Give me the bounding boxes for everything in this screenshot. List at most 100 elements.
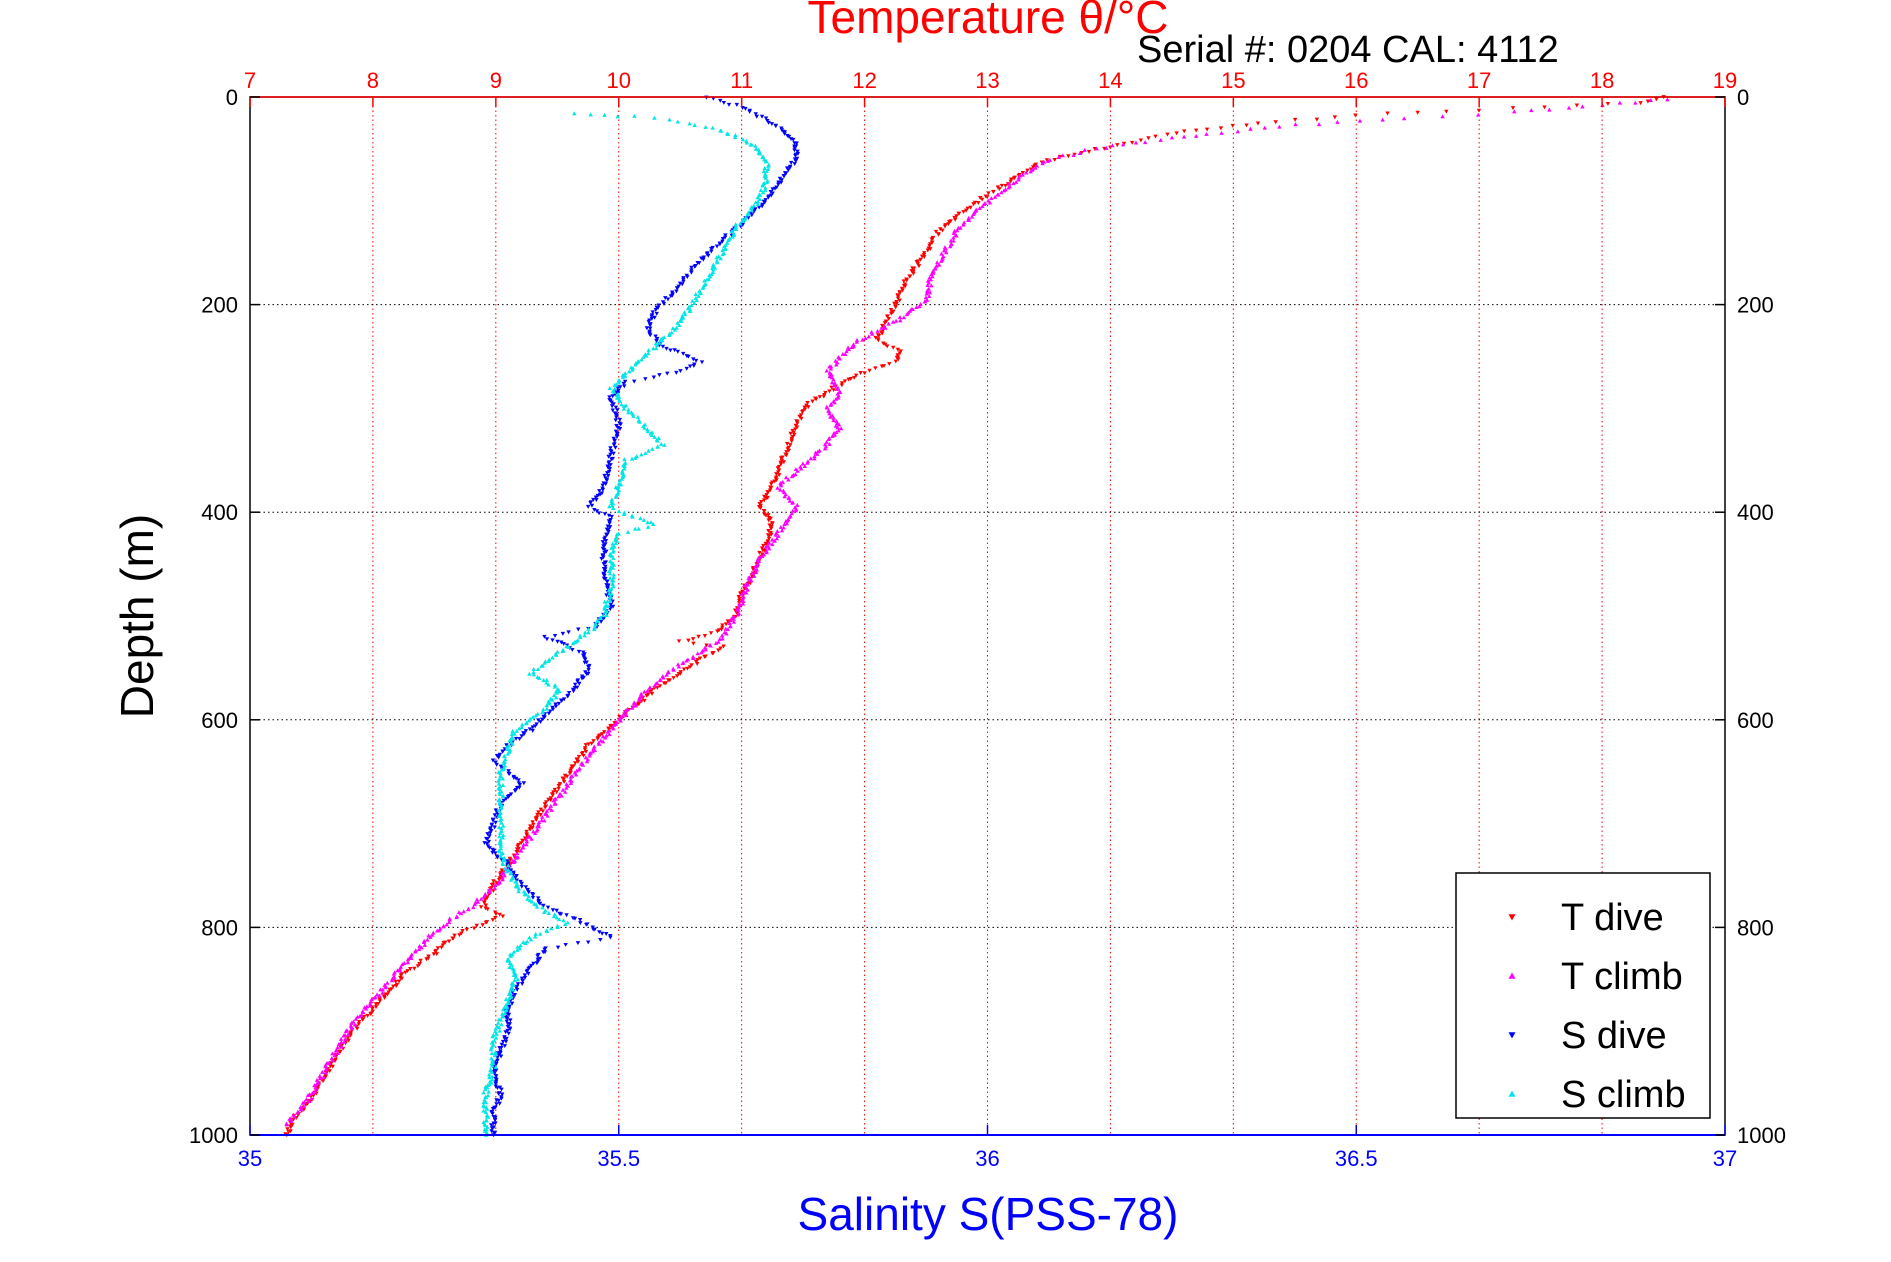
data-point	[489, 1069, 495, 1074]
data-point	[922, 255, 927, 260]
data-point	[577, 633, 583, 638]
data-point	[602, 473, 607, 478]
data-point	[500, 794, 505, 799]
data-point	[1566, 105, 1572, 110]
data-point	[523, 721, 529, 726]
data-point	[879, 364, 885, 369]
data-point	[576, 649, 582, 654]
data-point	[788, 431, 793, 436]
data-point	[590, 925, 595, 930]
data-point	[770, 542, 775, 547]
data-point	[496, 1052, 501, 1057]
data-point	[534, 828, 539, 833]
data-point	[718, 98, 723, 103]
data-point	[840, 351, 846, 356]
data-point	[893, 359, 898, 364]
data-point	[736, 612, 741, 617]
data-point	[320, 1069, 325, 1074]
data-point	[1008, 179, 1013, 184]
data-point	[543, 812, 548, 817]
data-point	[882, 321, 888, 326]
data-point	[440, 943, 446, 948]
data-point	[821, 394, 827, 399]
data-point	[838, 390, 843, 395]
data-point	[704, 643, 709, 648]
data-point	[1385, 111, 1390, 116]
data-point	[584, 660, 589, 665]
data-point	[681, 277, 686, 282]
data-point	[497, 1028, 502, 1033]
data-point	[547, 806, 552, 811]
data-point	[644, 353, 649, 358]
data-point	[408, 967, 413, 971]
data-point	[549, 926, 554, 931]
data-point	[592, 625, 597, 630]
data-point	[789, 439, 794, 444]
data-point	[1633, 100, 1638, 105]
data-point	[481, 1090, 486, 1095]
data-point	[496, 1098, 501, 1103]
data-point	[654, 346, 659, 351]
data-point	[649, 433, 655, 438]
data-point	[1020, 172, 1025, 177]
data-point	[720, 623, 725, 628]
data-point	[614, 434, 620, 439]
data-point	[795, 468, 800, 473]
data-point	[500, 823, 506, 828]
data-point	[1665, 97, 1670, 102]
data-point	[610, 549, 616, 554]
data-point	[535, 954, 540, 959]
data-point	[765, 490, 771, 495]
data-point	[493, 820, 498, 825]
data-point	[854, 339, 859, 344]
data-point	[743, 106, 748, 111]
data-point	[493, 1082, 499, 1086]
data-point	[1003, 183, 1008, 188]
data-point	[561, 777, 566, 782]
data-point	[513, 776, 519, 781]
data-point	[604, 532, 609, 537]
data-point	[546, 701, 552, 706]
data-point	[513, 853, 518, 858]
data-point	[595, 493, 601, 498]
data-point	[731, 616, 736, 621]
salinity-tick-label: 36	[975, 1146, 999, 1171]
data-point	[345, 1036, 350, 1041]
data-point	[607, 386, 613, 390]
data-point	[603, 932, 609, 937]
data-point	[485, 1114, 491, 1119]
data-point	[999, 190, 1004, 195]
data-point	[452, 933, 457, 938]
data-point	[755, 195, 760, 200]
data-point	[716, 639, 721, 644]
data-point	[508, 877, 514, 882]
data-point	[788, 443, 793, 448]
data-point	[583, 657, 588, 662]
data-point	[687, 364, 693, 369]
data-point	[525, 896, 530, 901]
data-point	[888, 308, 894, 312]
data-point	[961, 210, 966, 215]
data-point	[540, 710, 545, 715]
data-point	[551, 798, 556, 803]
data-point	[558, 912, 564, 917]
data-point	[466, 907, 471, 912]
data-point	[612, 439, 617, 444]
data-point	[836, 422, 842, 427]
data-point	[546, 682, 551, 687]
data-point	[655, 306, 661, 311]
data-point	[992, 194, 998, 199]
data-point	[435, 928, 440, 933]
data-point	[566, 644, 571, 649]
data-point	[485, 832, 490, 837]
data-point	[618, 718, 623, 723]
data-point	[579, 676, 585, 681]
data-point	[570, 647, 575, 652]
data-point	[485, 907, 490, 912]
data-point	[630, 514, 635, 519]
data-point	[685, 275, 690, 280]
data-point	[1142, 140, 1148, 145]
data-point	[636, 526, 641, 531]
data-point	[498, 846, 504, 851]
data-point	[774, 536, 780, 541]
